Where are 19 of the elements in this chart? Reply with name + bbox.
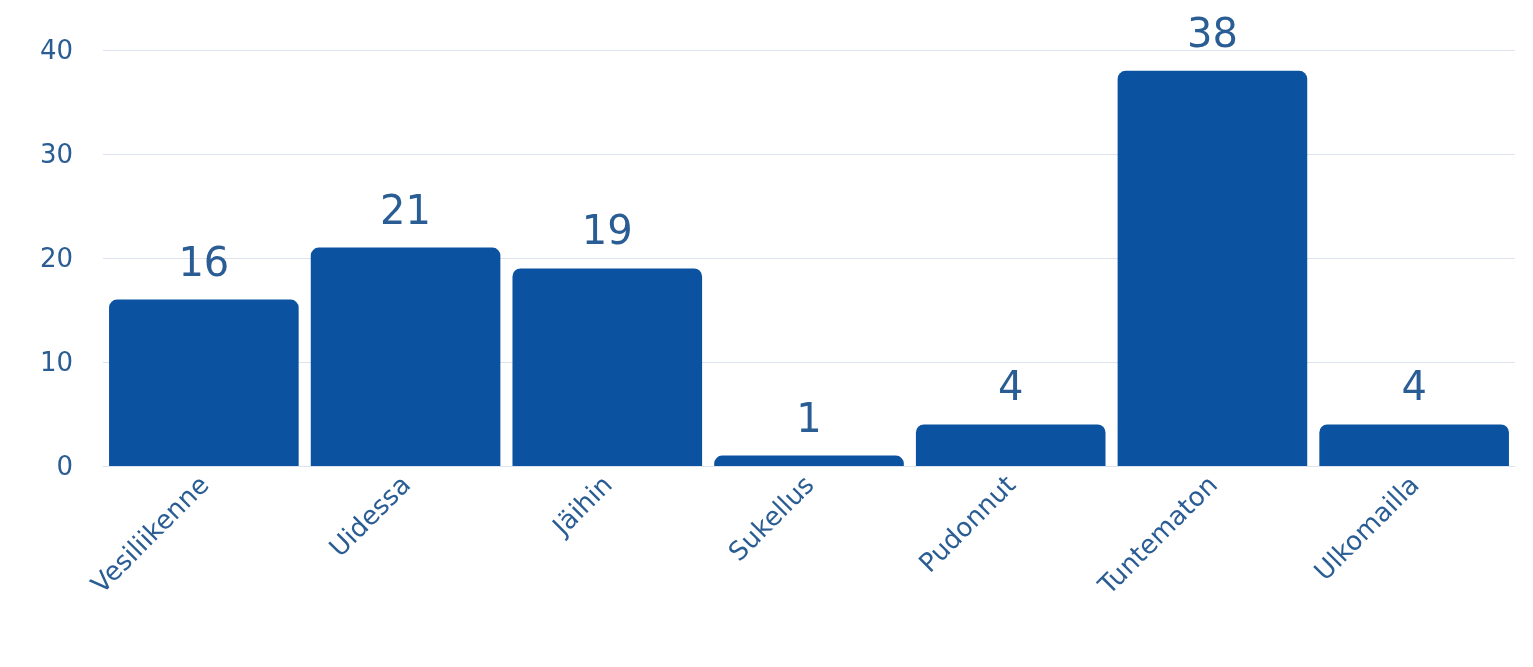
data-label: 4 — [997, 363, 1024, 410]
y-tick-label: 40 — [39, 35, 73, 65]
y-tick-label: 0 — [56, 451, 73, 481]
bar — [310, 247, 501, 466]
y-tick-label: 10 — [39, 347, 73, 377]
data-label: 16 — [178, 238, 230, 285]
bar — [109, 299, 299, 466]
data-label: 38 — [1186, 9, 1238, 56]
bar — [512, 268, 703, 466]
y-tick-label: 30 — [39, 139, 73, 169]
data-label: 19 — [581, 207, 633, 254]
data-label: 21 — [380, 186, 432, 233]
bar — [1117, 70, 1308, 466]
data-label: 1 — [796, 394, 822, 441]
bar — [714, 455, 904, 466]
bar — [1319, 424, 1509, 466]
bar — [915, 424, 1106, 466]
data-label: 4 — [1401, 363, 1427, 410]
y-tick-label: 20 — [39, 243, 73, 273]
